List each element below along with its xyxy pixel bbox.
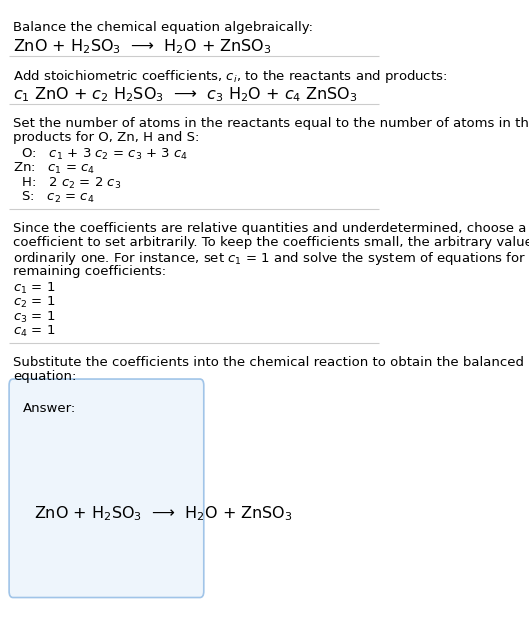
Text: remaining coefficients:: remaining coefficients:: [13, 265, 166, 278]
FancyBboxPatch shape: [9, 379, 204, 598]
Text: O:   $c_1$ + 3 $c_2$ = $c_3$ + 3 $c_4$: O: $c_1$ + 3 $c_2$ = $c_3$ + 3 $c_4$: [13, 147, 188, 162]
Text: ordinarily one. For instance, set $c_1$ = 1 and solve the system of equations fo: ordinarily one. For instance, set $c_1$ …: [13, 250, 529, 268]
Text: ZnO + H$_2$SO$_3$  ⟶  H$_2$O + ZnSO$_3$: ZnO + H$_2$SO$_3$ ⟶ H$_2$O + ZnSO$_3$: [34, 504, 293, 522]
Text: $c_3$ = 1: $c_3$ = 1: [13, 310, 55, 325]
Text: $c_1$ = 1: $c_1$ = 1: [13, 281, 55, 296]
Text: H:   2 $c_2$ = 2 $c_3$: H: 2 $c_2$ = 2 $c_3$: [13, 176, 121, 191]
Text: Since the coefficients are relative quantities and underdetermined, choose a: Since the coefficients are relative quan…: [13, 222, 526, 234]
Text: coefficient to set arbitrarily. To keep the coefficients small, the arbitrary va: coefficient to set arbitrarily. To keep …: [13, 236, 529, 249]
Text: Balance the chemical equation algebraically:: Balance the chemical equation algebraica…: [13, 21, 313, 34]
Text: Substitute the coefficients into the chemical reaction to obtain the balanced: Substitute the coefficients into the che…: [13, 356, 524, 369]
Text: $c_4$ = 1: $c_4$ = 1: [13, 324, 55, 339]
Text: Add stoichiometric coefficients, $c_i$, to the reactants and products:: Add stoichiometric coefficients, $c_i$, …: [13, 68, 447, 85]
Text: $c_2$ = 1: $c_2$ = 1: [13, 295, 55, 310]
Text: Zn:   $c_1$ = $c_4$: Zn: $c_1$ = $c_4$: [13, 161, 95, 176]
Text: Answer:: Answer:: [23, 402, 76, 415]
Text: equation:: equation:: [13, 371, 76, 383]
Text: ZnO + H$_2$SO$_3$  ⟶  H$_2$O + ZnSO$_3$: ZnO + H$_2$SO$_3$ ⟶ H$_2$O + ZnSO$_3$: [13, 37, 272, 56]
Text: $c_1$ ZnO + $c_2$ H$_2$SO$_3$  ⟶  $c_3$ H$_2$O + $c_4$ ZnSO$_3$: $c_1$ ZnO + $c_2$ H$_2$SO$_3$ ⟶ $c_3$ H$…: [13, 85, 358, 103]
Text: products for O, Zn, H and S:: products for O, Zn, H and S:: [13, 131, 199, 144]
Text: Set the number of atoms in the reactants equal to the number of atoms in the: Set the number of atoms in the reactants…: [13, 117, 529, 130]
Text: S:   $c_2$ = $c_4$: S: $c_2$ = $c_4$: [13, 190, 95, 205]
